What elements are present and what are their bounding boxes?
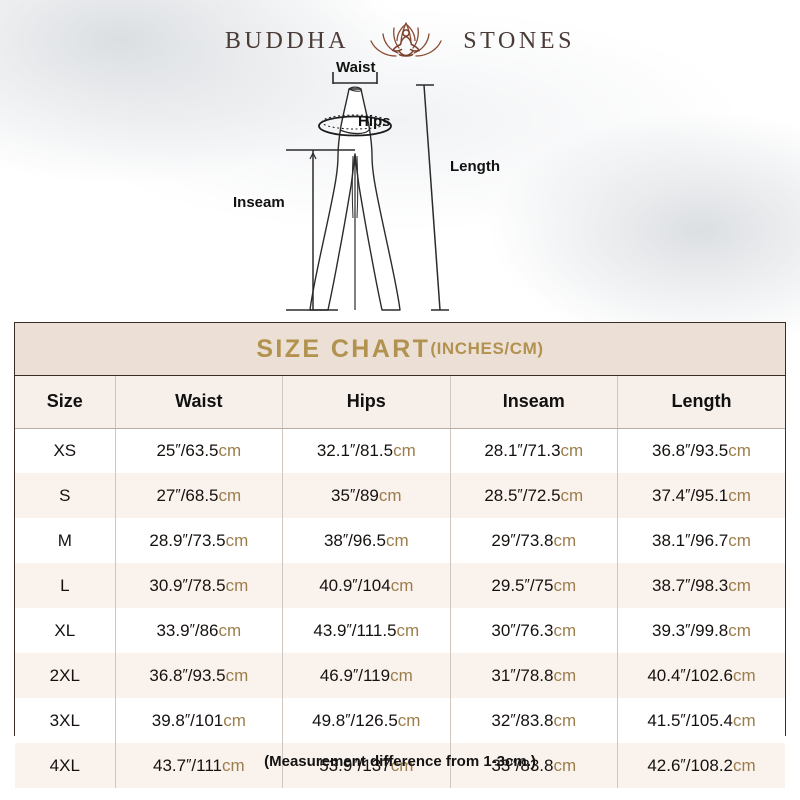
- cell-waist: 27″/68.5cm: [115, 473, 284, 518]
- diagram-label-length: Length: [450, 158, 500, 175]
- cell-waist: 36.8″/93.5cm: [115, 653, 284, 698]
- table-row: 3XL 39.8″/101cm 49.8″/126.5cm 32″/83.8cm 41.…: [15, 698, 785, 743]
- size-chart-title: SIZE CHART: [256, 334, 431, 363]
- size-chart-title-units: (INCHES/CM): [430, 339, 544, 358]
- cell-inseam: 32″/83.8cm: [450, 698, 619, 743]
- cell-size: 3XL: [15, 698, 116, 743]
- table-row: S 27″/68.5cm 35″/89cm 28.5″/72.5cm 37.4″/95.…: [15, 473, 785, 518]
- cell-hips: 46.9″/119cm: [282, 653, 451, 698]
- measurement-footnote: (Measurement difference from 1-3cm.): [264, 753, 536, 770]
- cell-size: L: [15, 563, 116, 608]
- cell-length: 40.4″/102.6cm: [617, 653, 785, 698]
- cell-inseam: 29″/73.8cm: [450, 518, 619, 563]
- cell-hips: 49.8″/126.5cm: [282, 698, 451, 743]
- cell-length: 38.7″/98.3cm: [617, 563, 785, 608]
- cell-waist: 33.9″/86cm: [115, 608, 284, 653]
- table-header-row: Size Waist Hips Inseam Length: [15, 376, 785, 429]
- column-header-length: Length: [617, 376, 785, 429]
- column-header-inseam: Inseam: [450, 376, 619, 429]
- table-body: XS 25″/63.5cm 32.1″/81.5cm 28.1″/71.3cm 36.8…: [15, 428, 785, 788]
- cell-hips: 32.1″/81.5cm: [282, 428, 451, 473]
- column-header-waist: Waist: [115, 376, 284, 429]
- cell-length: 36.8″/93.5cm: [617, 428, 785, 473]
- size-chart-card: SIZE CHART (INCHES/CM) Size Waist Hips In…: [14, 322, 786, 788]
- column-header-hips: Hips: [282, 376, 451, 429]
- size-chart-table: Size Waist Hips Inseam Length XS 25″/63.5…: [15, 376, 785, 788]
- cell-hips: 35″/89cm: [282, 473, 451, 518]
- cell-hips: 38″/96.5cm: [282, 518, 451, 563]
- cell-size: XS: [15, 428, 116, 473]
- brand-logo: BUDDHA: [0, 18, 800, 64]
- diagram-label-hips: Hips: [358, 113, 391, 130]
- brand-word-left: BUDDHA: [224, 28, 350, 54]
- cell-size: M: [15, 518, 116, 563]
- table-row: XS 25″/63.5cm 32.1″/81.5cm 28.1″/71.3cm 36.8…: [15, 428, 785, 473]
- cell-hips: 40.9″/104cm: [282, 563, 451, 608]
- cell-length: 38.1″/96.7cm: [617, 518, 785, 563]
- cell-inseam: 31″/78.8cm: [450, 653, 619, 698]
- table-row: XL 33.9″/86cm 43.9″/111.5cm 30″/76.3cm 39.3″…: [15, 608, 785, 653]
- cell-length: 41.5″/105.4cm: [617, 698, 785, 743]
- brand-word-right: STONES: [463, 28, 576, 54]
- cell-waist: 30.9″/78.5cm: [115, 563, 284, 608]
- cell-waist: 39.8″/101cm: [115, 698, 284, 743]
- column-header-size: Size: [15, 376, 116, 429]
- cell-inseam: 30″/76.3cm: [450, 608, 619, 653]
- diagram-label-inseam: Inseam: [233, 194, 285, 211]
- cell-size: XL: [15, 608, 116, 653]
- size-chart-title-band: SIZE CHART (INCHES/CM): [15, 323, 785, 376]
- cell-inseam: 28.1″/71.3cm: [450, 428, 619, 473]
- table-row: L 30.9″/78.5cm 40.9″/104cm 29.5″/75cm 38.7″/…: [15, 563, 785, 608]
- cell-hips: 43.9″/111.5cm: [282, 608, 451, 653]
- table-row: 2XL 36.8″/93.5cm 46.9″/119cm 31″/78.8cm 40.4…: [15, 653, 785, 698]
- cell-size: 2XL: [15, 653, 116, 698]
- cell-waist: 28.9″/73.5cm: [115, 518, 284, 563]
- cell-length: 39.3″/99.8cm: [617, 608, 785, 653]
- cell-inseam: 28.5″/72.5cm: [450, 473, 619, 518]
- cell-waist: 25″/63.5cm: [115, 428, 284, 473]
- leggings-outline-icon: [286, 72, 449, 311]
- cell-size: S: [15, 473, 116, 518]
- lotus-meditation-icon: [370, 22, 442, 57]
- table-row: M 28.9″/73.5cm 38″/96.5cm 29″/73.8cm 38.1″/9…: [15, 518, 785, 563]
- cell-length: 37.4″/95.1cm: [617, 473, 785, 518]
- leggings-measurement-diagram: Waist Hips Inseam Length: [228, 58, 528, 320]
- cell-inseam: 29.5″/75cm: [450, 563, 619, 608]
